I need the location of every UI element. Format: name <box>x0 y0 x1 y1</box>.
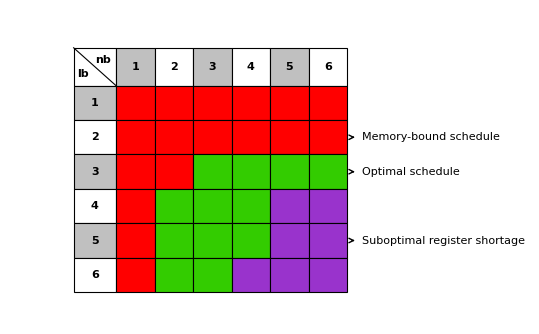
Bar <box>155 223 193 258</box>
Bar <box>116 258 155 292</box>
Bar <box>309 258 347 292</box>
Bar <box>74 189 116 223</box>
Text: Optimal schedule: Optimal schedule <box>362 167 460 177</box>
Bar <box>193 86 232 120</box>
Bar <box>155 86 193 120</box>
Text: 4: 4 <box>91 201 99 211</box>
Bar <box>116 189 155 223</box>
Bar <box>155 48 193 86</box>
Bar <box>270 120 309 155</box>
Bar <box>74 155 116 189</box>
Bar <box>74 223 116 258</box>
Bar <box>193 48 232 86</box>
Text: 3: 3 <box>91 167 99 177</box>
Bar <box>270 155 309 189</box>
Bar <box>270 48 309 86</box>
Bar <box>309 223 347 258</box>
Bar <box>155 258 193 292</box>
Bar <box>232 120 270 155</box>
Bar <box>232 155 270 189</box>
Bar <box>193 189 232 223</box>
Text: 6: 6 <box>324 62 332 72</box>
Text: lb: lb <box>77 69 89 79</box>
Bar <box>309 86 347 120</box>
Bar <box>155 120 193 155</box>
Bar <box>232 223 270 258</box>
Bar <box>116 120 155 155</box>
Bar <box>270 86 309 120</box>
Text: 5: 5 <box>286 62 293 72</box>
Bar <box>232 258 270 292</box>
Bar <box>309 120 347 155</box>
Bar <box>116 86 155 120</box>
Bar <box>74 86 116 120</box>
Text: nb: nb <box>95 55 111 65</box>
Bar <box>309 155 347 189</box>
Bar <box>74 120 116 155</box>
Text: Memory-bound schedule: Memory-bound schedule <box>362 132 500 142</box>
Bar <box>270 223 309 258</box>
Text: 1: 1 <box>91 98 99 108</box>
Bar <box>232 86 270 120</box>
Text: 2: 2 <box>170 62 178 72</box>
Bar <box>116 223 155 258</box>
Bar <box>74 258 116 292</box>
Text: 4: 4 <box>247 62 255 72</box>
Bar <box>155 189 193 223</box>
Text: Suboptimal register shortage: Suboptimal register shortage <box>362 235 525 245</box>
Bar <box>193 223 232 258</box>
Bar <box>74 48 116 86</box>
Bar <box>232 48 270 86</box>
Bar <box>193 155 232 189</box>
Bar <box>116 155 155 189</box>
Bar <box>155 155 193 189</box>
Text: 3: 3 <box>209 62 216 72</box>
Bar <box>309 189 347 223</box>
Text: 5: 5 <box>91 235 99 245</box>
Text: 1: 1 <box>132 62 139 72</box>
Text: 6: 6 <box>91 270 99 280</box>
Bar <box>270 189 309 223</box>
Bar <box>116 48 155 86</box>
Bar <box>193 120 232 155</box>
Bar <box>309 48 347 86</box>
Text: 2: 2 <box>91 132 99 142</box>
Bar <box>193 258 232 292</box>
Bar <box>270 258 309 292</box>
Bar <box>232 189 270 223</box>
